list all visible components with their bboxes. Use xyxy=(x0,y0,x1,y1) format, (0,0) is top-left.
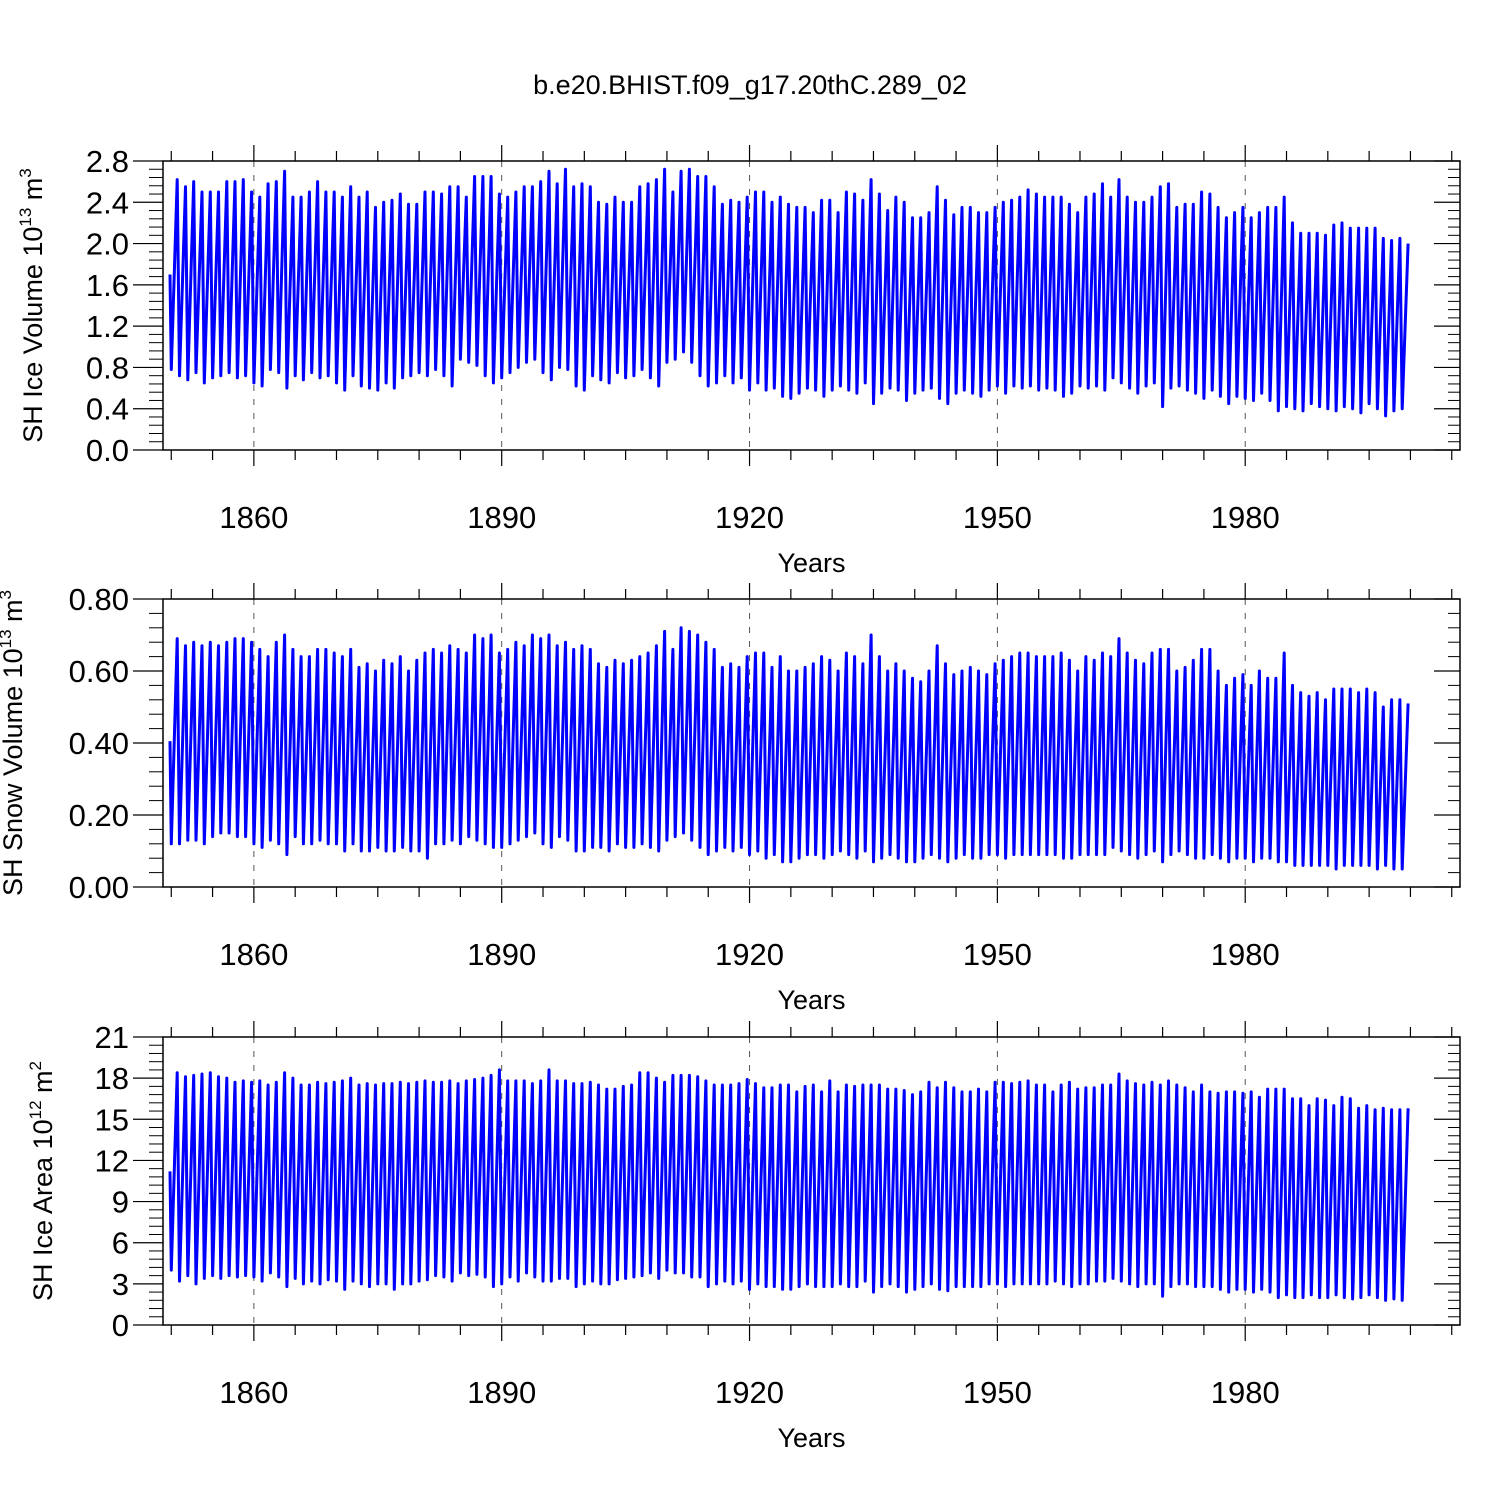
series-line xyxy=(168,1068,1410,1302)
y-tick-label: 12 xyxy=(95,1143,129,1178)
y-tick-label: 1.6 xyxy=(86,268,129,303)
chart-title: b.e20.BHIST.f09_g17.20thC.289_02 xyxy=(533,70,967,100)
y-tick-label: 2.0 xyxy=(86,227,129,262)
y-tick-label: 15 xyxy=(95,1102,129,1137)
y-tick-label: 0.80 xyxy=(69,582,129,617)
y-tick-label: 0.8 xyxy=(86,350,129,385)
x-tick-label: 1890 xyxy=(467,1375,536,1410)
x-tick-label: 1950 xyxy=(963,1375,1032,1410)
y-tick-label: 21 xyxy=(95,1020,129,1055)
y-tick-label: 6 xyxy=(112,1226,129,1261)
x-tick-label: 1950 xyxy=(963,500,1032,535)
x-tick-label: 1920 xyxy=(715,937,784,972)
y-tick-label: 0.60 xyxy=(69,654,129,689)
y-tick-label: 18 xyxy=(95,1061,129,1096)
x-tick-label: 1860 xyxy=(219,500,288,535)
y-tick-label: 0.00 xyxy=(69,870,129,905)
y-axis-label: SH Snow Volume 1013 m3 xyxy=(0,590,28,896)
x-tick-label: 1890 xyxy=(467,937,536,972)
panel-ice-volume: 0.0 0.4 0.8 1.2 1.6 2.0 2.4 2.8 1860 1890 1920 1950… xyxy=(16,144,1461,578)
series-line xyxy=(168,167,1410,418)
x-tick-label: 1980 xyxy=(1211,1375,1280,1410)
x-tick-label: 1920 xyxy=(715,500,784,535)
x-tick-label: 1980 xyxy=(1211,937,1280,972)
x-tick-label: 1950 xyxy=(963,937,1032,972)
x-axis-label: Years xyxy=(777,985,845,1015)
series-line xyxy=(168,626,1410,871)
x-tick-label: 1920 xyxy=(715,1375,784,1410)
y-tick-label: 0.40 xyxy=(69,726,129,761)
x-tick-label: 1860 xyxy=(219,937,288,972)
y-tick-label: 0.0 xyxy=(86,433,129,468)
x-tick-label: 1860 xyxy=(219,1375,288,1410)
x-axis-label: Years xyxy=(777,1423,845,1453)
y-tick-label: 2.8 xyxy=(86,144,129,179)
y-tick-label: 0 xyxy=(112,1308,129,1343)
y-tick-label: 9 xyxy=(112,1185,129,1220)
y-tick-label: 3 xyxy=(112,1267,129,1302)
panel-snow-volume: 0.00 0.20 0.40 0.60 0.80 1860 1890 1920 1950 1980… xyxy=(0,582,1461,1015)
x-tick-label: 1890 xyxy=(467,500,536,535)
plot-frame xyxy=(162,160,1461,451)
x-axis-label: Years xyxy=(777,548,845,578)
plot-frame xyxy=(162,1036,1461,1326)
y-tick-label: 1.2 xyxy=(86,309,129,344)
y-axis-label: SH Ice Area 1012 m2 xyxy=(26,1061,58,1301)
y-tick-label: 0.4 xyxy=(86,392,129,427)
panel-ice-area: 0 3 6 9 12 15 18 21 1860 1890 1920 1950 1980 Years SH … xyxy=(26,1020,1461,1453)
y-axis-label: SH Ice Volume 1013 m3 xyxy=(16,168,48,443)
y-tick-label: 2.4 xyxy=(86,185,129,220)
y-tick-label: 0.20 xyxy=(69,798,129,833)
x-tick-label: 1980 xyxy=(1211,500,1280,535)
